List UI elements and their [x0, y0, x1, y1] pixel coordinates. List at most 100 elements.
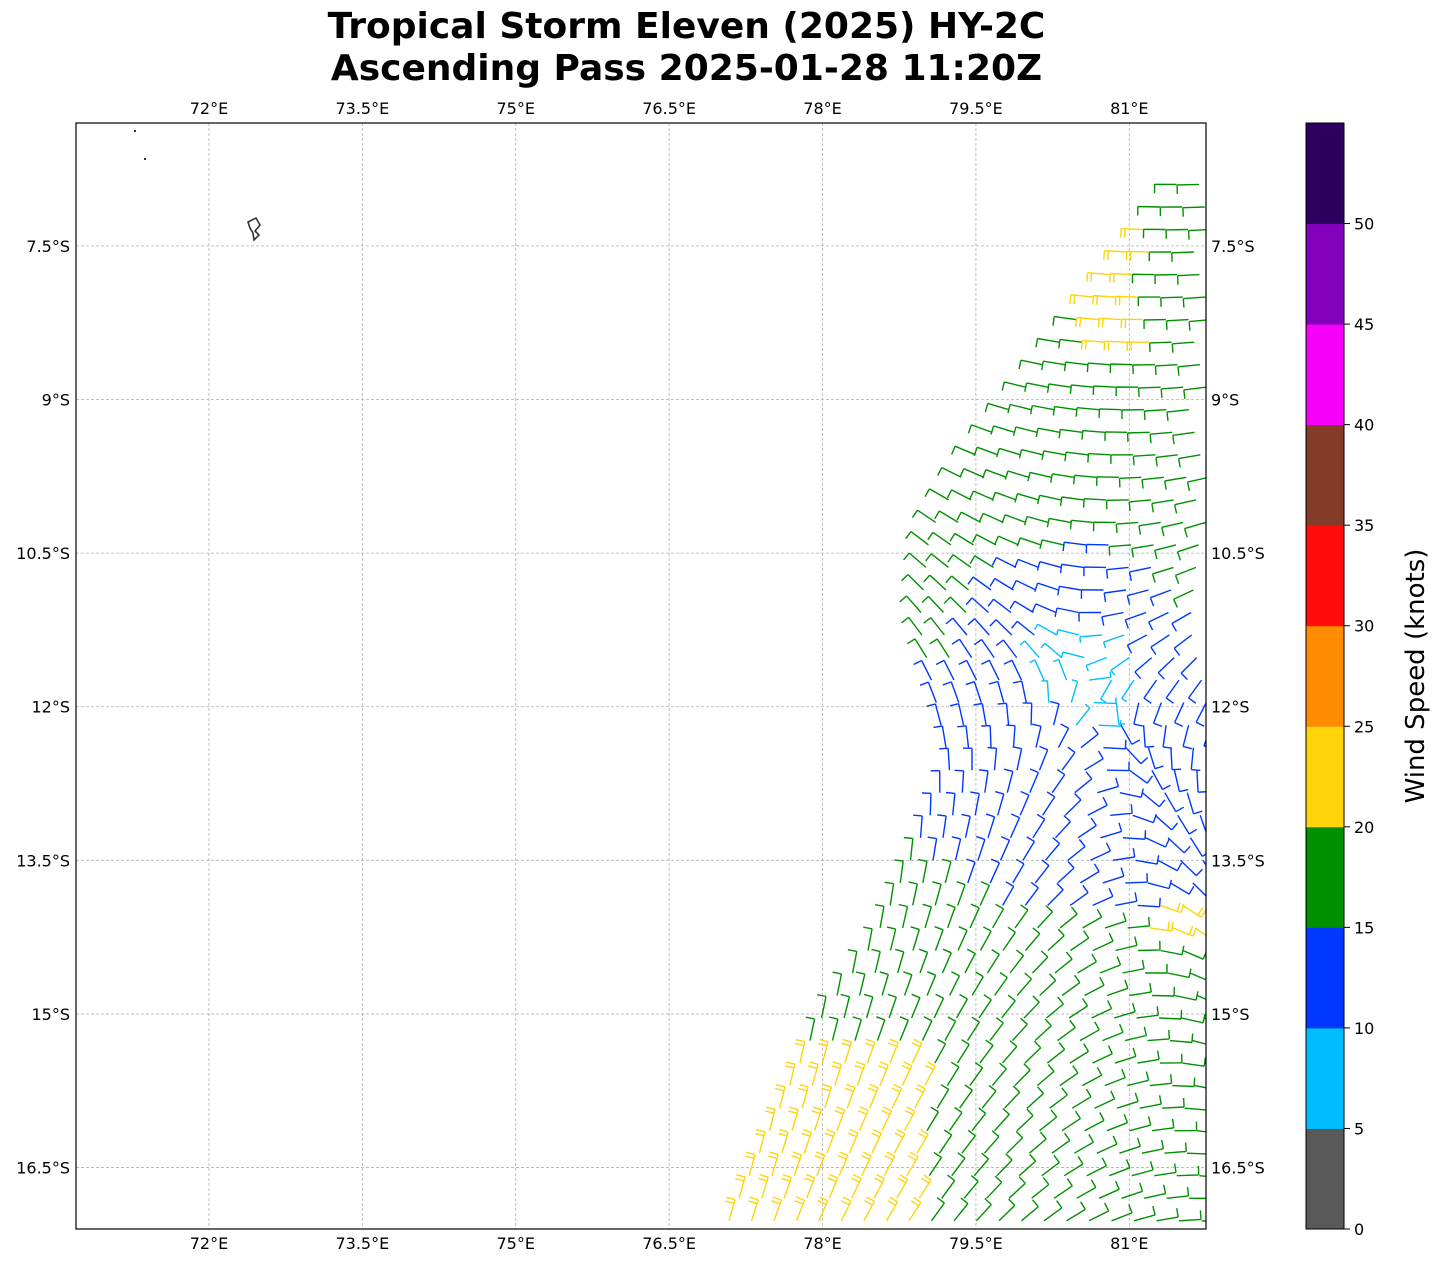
wind-barb — [950, 445, 976, 456]
wind-barb — [1173, 770, 1189, 793]
wind-barb — [1031, 950, 1049, 974]
colorbar-tick-label: 45 — [1354, 315, 1374, 334]
wind-barb — [958, 659, 978, 681]
lon-tick-label-top: 81°E — [1110, 99, 1148, 118]
wind-barb — [1103, 589, 1127, 603]
wind-barb — [1026, 1086, 1045, 1109]
wind-barb — [1011, 1017, 1028, 1042]
wind-barb — [930, 1197, 945, 1222]
wind-barb — [1090, 842, 1112, 861]
wind-barb — [1063, 361, 1088, 372]
wind-barb — [1115, 386, 1139, 397]
wind-barb — [1115, 936, 1138, 952]
wind-barb — [1143, 318, 1167, 330]
wind-barb — [1024, 1040, 1042, 1064]
wind-barb — [1052, 405, 1077, 416]
wind-barb — [954, 769, 965, 793]
wind-barb — [863, 993, 874, 1019]
wind-barb — [896, 1174, 909, 1199]
wind-barb — [1018, 448, 1044, 459]
wind-barb — [917, 858, 928, 884]
wind-barb — [1058, 338, 1082, 349]
wind-barb — [1019, 640, 1040, 659]
wind-barb — [831, 1061, 843, 1086]
wind-barb — [1147, 747, 1164, 770]
wind-barb — [1190, 747, 1201, 772]
wind-barb — [1097, 777, 1120, 794]
wind-barb — [966, 1016, 980, 1041]
wind-barb — [1029, 768, 1040, 793]
wind-barb — [913, 659, 933, 681]
wind-barb — [918, 948, 929, 974]
lon-tick-label-top: 72°E — [190, 99, 228, 118]
wind-barb — [745, 1151, 756, 1176]
wind-barb — [824, 1128, 836, 1154]
wind-barb — [791, 1151, 803, 1176]
wind-barb — [1080, 589, 1104, 599]
wind-barb — [961, 1129, 976, 1154]
wind-barb — [1172, 589, 1194, 608]
wind-barb — [957, 926, 968, 951]
wind-barb — [1120, 318, 1144, 329]
wind-barb — [1189, 1197, 1206, 1200]
wind-barb — [1176, 544, 1199, 561]
wind-barb — [913, 814, 923, 838]
wind-barb — [948, 971, 961, 996]
wind-barb — [1100, 822, 1123, 839]
wind-barb — [1165, 679, 1180, 704]
wind-barb — [1201, 1220, 1206, 1222]
wind-barb — [1153, 183, 1177, 194]
wind-barb — [1087, 452, 1111, 463]
wind-barb — [989, 858, 1001, 884]
wind-barb — [946, 1061, 960, 1086]
wind-barb — [1138, 521, 1161, 535]
wind-barb — [923, 617, 945, 636]
wind-barb — [1149, 589, 1172, 607]
wind-barb — [1126, 431, 1150, 443]
wind-barb — [1110, 657, 1130, 676]
wind-barb — [818, 1038, 829, 1064]
wind-barb — [1080, 339, 1105, 350]
wind-barb — [894, 859, 904, 883]
wind-barb — [945, 575, 969, 591]
wind-barb — [852, 1016, 862, 1041]
wind-barb — [1070, 930, 1090, 952]
wind-barb — [1141, 476, 1164, 489]
wind-barb — [1186, 477, 1206, 492]
wind-barb — [993, 1107, 1010, 1132]
title-line-1: Tropical Storm Eleven (2025) HY-2C — [327, 6, 1046, 47]
wind-barb — [1196, 994, 1206, 1001]
wind-barb — [1137, 296, 1161, 307]
wind-barb — [1083, 566, 1107, 577]
wind-barb — [817, 1196, 829, 1222]
wind-barb — [1037, 494, 1062, 505]
wind-barb — [1120, 724, 1141, 745]
wind-barb — [989, 577, 1014, 591]
wind-barb — [1121, 409, 1144, 420]
wind-barb — [1129, 1116, 1152, 1132]
wind-barb — [973, 1152, 990, 1177]
wind-barb — [932, 881, 942, 906]
wind-barb — [1118, 476, 1142, 488]
wind-barb — [996, 1153, 1013, 1177]
wind-barb — [1012, 426, 1038, 436]
colorbar-tick-label: 0 — [1354, 1220, 1364, 1239]
wind-barb — [1016, 972, 1033, 996]
wind-barb — [1082, 908, 1103, 929]
lat-tick-label-right: 10.5°S — [1211, 544, 1265, 563]
wind-barb — [986, 949, 1000, 974]
wind-barb — [1019, 790, 1030, 816]
wind-barb — [1115, 892, 1138, 907]
wind-barb — [1059, 1065, 1079, 1087]
wind-barb — [967, 618, 990, 636]
wind-barb — [1069, 519, 1094, 530]
wind-barb — [923, 574, 947, 591]
wind-barb — [811, 1106, 823, 1131]
wind-barb — [1079, 1021, 1100, 1042]
wind-barb — [1014, 904, 1029, 929]
wind-barb — [910, 926, 920, 951]
wind-barb — [1102, 867, 1125, 884]
wind-barb — [1154, 814, 1179, 831]
wind-barb — [1124, 1026, 1148, 1042]
